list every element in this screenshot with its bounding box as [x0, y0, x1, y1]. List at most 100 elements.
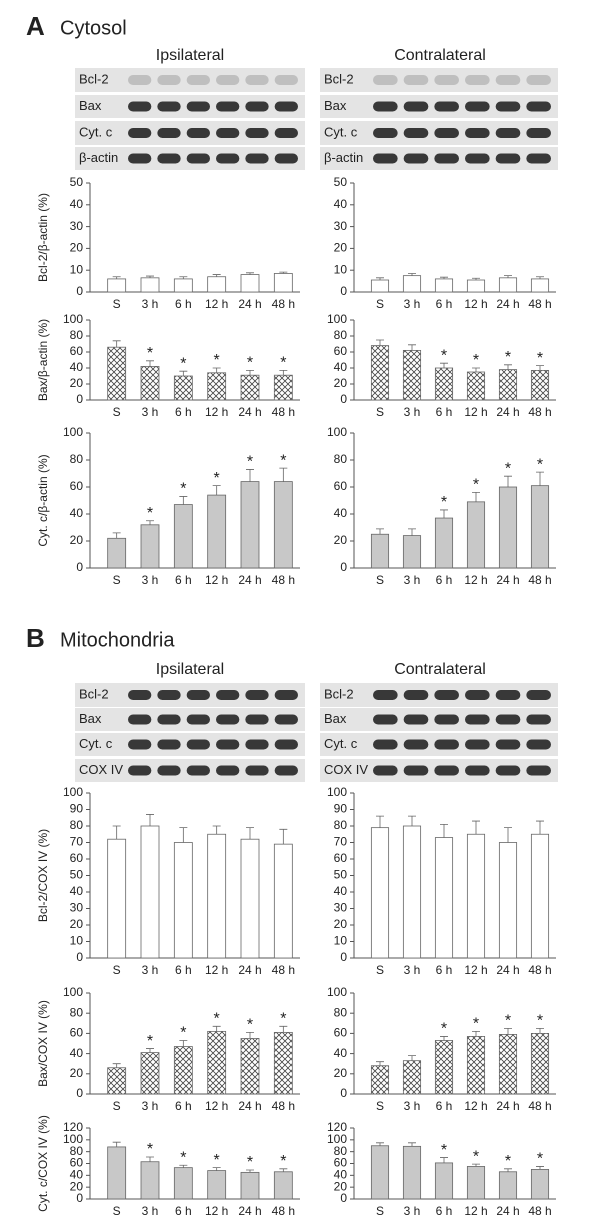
y-tick-label: 30 — [70, 901, 84, 915]
blot-band — [157, 714, 181, 725]
error-bar — [408, 273, 416, 276]
error-bar — [112, 1063, 121, 1068]
bar — [173, 375, 193, 401]
error-bar — [279, 828, 288, 845]
x-tick-label: 12 h — [205, 1204, 228, 1218]
error-bar — [179, 827, 188, 843]
error-bar — [408, 1142, 416, 1147]
blot-band — [465, 128, 490, 138]
y-tick-label: 100 — [63, 985, 83, 999]
error-bar — [504, 275, 512, 278]
error-bar — [212, 1025, 221, 1032]
y-tick-label: 120 — [63, 1120, 83, 1134]
x-tick-label: 12 h — [464, 963, 487, 977]
bar — [273, 374, 293, 401]
bar — [466, 501, 486, 569]
blot-band — [495, 739, 521, 750]
blot-band — [526, 714, 551, 725]
significance-mark: * — [280, 1011, 286, 1028]
bar — [370, 827, 390, 959]
x-tick-label: 12 h — [464, 297, 487, 311]
x-tick-label: 24 h — [238, 405, 261, 419]
x-tick-label: 24 h — [496, 963, 519, 977]
significance-mark: * — [247, 1017, 253, 1034]
error-bar — [504, 1027, 512, 1035]
error-bar — [408, 815, 416, 826]
blot-band — [128, 690, 152, 700]
blot-band — [216, 690, 240, 700]
y-tick-label: 0 — [76, 1086, 83, 1100]
y-tick-label: 60 — [334, 344, 348, 358]
blot-band — [157, 690, 181, 700]
error-bar — [212, 367, 221, 373]
blot-band — [495, 128, 521, 138]
x-tick-label: 12 h — [464, 573, 487, 587]
y-tick-label: 10 — [70, 262, 84, 276]
x-tick-label: 3 h — [404, 1099, 421, 1113]
bar — [466, 833, 486, 959]
x-tick-label: S — [376, 1099, 384, 1113]
error-bar — [408, 344, 416, 351]
error-bar — [472, 277, 480, 281]
bar — [140, 1052, 160, 1095]
blot-band — [526, 75, 551, 85]
blot-band — [186, 765, 210, 776]
blot-band — [465, 714, 490, 725]
y-tick-label: 0 — [76, 392, 83, 406]
blot-band — [274, 128, 298, 138]
bar — [466, 371, 486, 401]
y-axis-label: Cyt. c/β-actin (%) — [36, 454, 50, 546]
blot-band — [403, 765, 429, 776]
bar — [370, 1065, 390, 1095]
bar — [240, 481, 260, 569]
bar — [240, 1038, 260, 1095]
y-tick-label: 50 — [334, 868, 348, 882]
y-tick-label: 80 — [334, 328, 348, 342]
y-tick-label: 40 — [334, 197, 348, 211]
y-tick-label: 30 — [70, 219, 84, 233]
y-tick-label: 20 — [70, 241, 84, 255]
error-bar — [112, 1141, 121, 1147]
bar — [498, 486, 518, 569]
blot-band — [128, 101, 152, 112]
y-axis-label: Bcl-2/COX IV (%) — [36, 829, 50, 922]
y-tick-label: 100 — [327, 1132, 347, 1146]
blot-band — [434, 690, 459, 700]
error-bar — [408, 528, 416, 536]
x-tick-label: 48 h — [272, 405, 295, 419]
blot-band — [465, 75, 490, 85]
x-tick-label: 12 h — [205, 1099, 228, 1113]
significance-mark: * — [537, 350, 543, 367]
significance-mark: * — [505, 460, 511, 477]
error-bar — [536, 471, 544, 486]
bar — [207, 1030, 227, 1095]
x-tick-label: 12 h — [205, 405, 228, 419]
significance-mark: * — [473, 352, 479, 369]
y-tick-label: 0 — [340, 392, 347, 406]
significance-mark: * — [537, 1151, 543, 1168]
blot-band — [216, 153, 240, 164]
x-tick-label: 24 h — [496, 405, 519, 419]
x-tick-label: 12 h — [205, 573, 228, 587]
x-tick-label: 6 h — [436, 405, 453, 419]
significance-mark: * — [214, 1152, 220, 1169]
bar — [240, 838, 260, 959]
blot-band — [434, 714, 459, 725]
y-tick-label: 0 — [340, 560, 347, 574]
x-tick-label: 48 h — [528, 963, 551, 977]
bar — [466, 279, 486, 293]
error-bar — [246, 469, 254, 482]
x-tick-label: 3 h — [142, 297, 159, 311]
blot-label: Bcl-2 — [79, 71, 109, 86]
error-bar — [472, 367, 480, 372]
y-tick-label: 40 — [70, 1046, 84, 1060]
error-bar — [112, 276, 121, 279]
error-bar — [179, 1040, 188, 1047]
error-bar — [376, 528, 384, 535]
bar — [107, 838, 127, 959]
bar — [207, 494, 227, 569]
blot-band — [274, 765, 298, 776]
bar — [240, 274, 260, 293]
blot-band — [526, 101, 551, 112]
